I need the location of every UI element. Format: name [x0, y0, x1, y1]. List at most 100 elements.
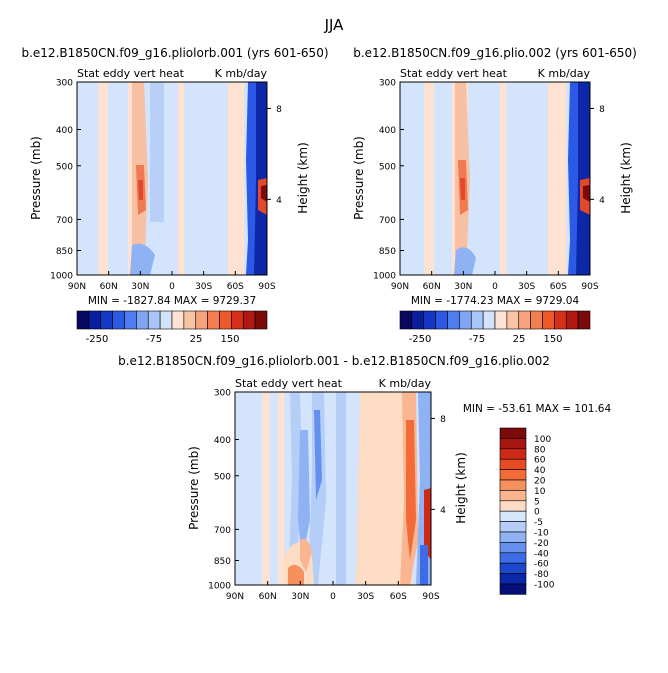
panel-a-x-tick-label: 90N [68, 282, 86, 292]
panel-c-colorbar-swatch [499, 573, 527, 585]
panel-b-y-tick-label: 700 [379, 216, 396, 226]
panel-b-y-right-tick-label: 4 [599, 196, 605, 206]
panel-b-contour [424, 82, 434, 275]
panel-b-x-tick-label: 30S [518, 282, 535, 292]
panel-b-y-tick-label: 1000 [373, 272, 396, 282]
panel-c-y-tick-label: 500 [214, 472, 231, 482]
panel-c-contour [314, 410, 322, 500]
panel-b-x-tick-label: 90N [391, 282, 409, 292]
panel-a-y-right-tick-label: 4 [276, 196, 282, 206]
panel-b-ylabel: Pressure (mb) [352, 136, 366, 220]
panel-c-colorbar-swatch [499, 458, 527, 470]
panel-a-contour [98, 82, 108, 275]
panel-a-colorbar-swatch [195, 310, 208, 330]
panel-c-contour [420, 545, 428, 585]
panel-b-colorbar-swatch [542, 310, 555, 330]
panel-b-colorbar-swatch [447, 310, 460, 330]
panel-b-colorbar-tick: -75 [469, 334, 485, 345]
panel-c-colorbar-swatch [499, 531, 527, 543]
panel-b-contour [583, 185, 590, 202]
panel-c-ylabel-right: Height (km) [454, 452, 468, 523]
panel-c-x-tick-label: 60N [259, 592, 277, 602]
panel-c-colorbar-swatch [499, 542, 527, 554]
panel-b-colorbar-swatch [411, 310, 425, 330]
panel-a-y-tick-label: 1000 [50, 272, 73, 282]
panel-b-contour [576, 82, 590, 275]
panel-a-colorbar-swatch [207, 310, 220, 330]
panel-b-colorbar-swatch [554, 310, 567, 330]
panel-c-colorbar-swatch [499, 583, 527, 595]
panel-b-colorbar-swatch [459, 310, 472, 330]
panel-c-contour [336, 392, 346, 585]
panel-c-colorbar-label: -40 [534, 549, 549, 559]
panel-c: b.e12.B1850CN.f09_g16.pliolorb.001 - b.e… [118, 354, 612, 595]
panel-c-colorbar-label: 0 [534, 508, 540, 518]
panel-b-colorbar-swatch [423, 310, 436, 330]
panel-b-colorbar-tick: -250 [409, 334, 432, 345]
panel-c-colorbar-swatch [499, 552, 527, 564]
panel-c-colorbar-swatch [499, 438, 527, 450]
panel-b-subtitle-right: K mb/day [538, 67, 591, 80]
panel-a-colorbar [76, 310, 268, 330]
panel-a-colorbar-tick: 25 [190, 334, 203, 345]
panel-c-contour [278, 392, 284, 585]
panel-c-axes: 90N 60N 30N 0 30S 60S 90S 300 400 500 700 850 1000 8 4 [208, 389, 446, 603]
panel-a-plot-area [77, 82, 267, 275]
panel-b-colorbar [399, 310, 591, 330]
panel-a-colorbar-swatch [231, 310, 244, 330]
panel-c-colorbar-swatch [499, 427, 527, 439]
panel-c-x-tick-label: 90N [226, 592, 244, 602]
panel-c-colorbar-swatch [499, 469, 527, 481]
panel-c-colorbar-label: -5 [534, 518, 543, 528]
panel-b-colorbar-swatch [565, 310, 579, 330]
panel-c-x-tick-label: 0 [330, 592, 336, 602]
panel-b-colorbar-swatch [399, 310, 413, 330]
panel-a-colorbar-swatch [242, 310, 256, 330]
panel-c-contour [406, 420, 416, 560]
panel-a-colorbar-swatch [76, 310, 90, 330]
panel-c-colorbar-label: -10 [534, 529, 549, 539]
panel-c-y-tick-label: 400 [214, 436, 231, 446]
panel-a-x-tick-label: 60S [227, 282, 244, 292]
panel-a-contour [261, 185, 267, 202]
panel-c-colorbar-swatch [499, 448, 527, 460]
panel-b-colorbar-swatch [577, 310, 591, 330]
panel-c-colorbar-label: -60 [534, 560, 549, 570]
panel-a-colorbar-swatch [124, 310, 137, 330]
panel-a-contour [178, 82, 184, 275]
panel-c-colorbar-swatch [499, 521, 527, 533]
panel-c-colorbar-swatch [499, 479, 527, 491]
panel-a-axes: 90N 60N 30N 0 30S 60S 90S 300 400 500 700 850 1000 8 4 [50, 79, 282, 293]
panel-a-contour [228, 82, 244, 275]
panel-c-y-tick-label: 850 [214, 557, 231, 567]
panel-a-y-right-tick-label: 8 [276, 105, 282, 115]
panel-a-title: b.e12.B1850CN.f09_g16.pliolorb.001 (yrs … [21, 46, 328, 60]
panel-c-colorbar-swatch [499, 510, 527, 522]
panel-c-colorbar-label: 20 [534, 477, 546, 487]
panel-b-x-tick-label: 30N [454, 282, 472, 292]
panel-b: b.e12.B1850CN.f09_g16.plio.002 (yrs 601-… [352, 46, 637, 345]
panel-c-min-max: MIN = -53.61 MAX = 101.64 [463, 403, 612, 415]
panel-c-subtitle-right: K mb/day [379, 377, 432, 390]
panel-b-colorbar-swatch [530, 310, 543, 330]
panel-a-ylabel: Pressure (mb) [29, 136, 43, 220]
panel-a-colorbar-tick: 150 [220, 334, 239, 345]
panel-c-colorbar-label: 100 [534, 435, 551, 445]
panel-c-x-tick-label: 30S [357, 592, 374, 602]
panel-a-x-tick-label: 30N [131, 282, 149, 292]
panel-a-colorbar-tick: -250 [86, 334, 109, 345]
panel-a-colorbar-swatch [183, 310, 197, 330]
panel-a-contour [254, 82, 267, 275]
panel-b-ylabel-right: Height (km) [619, 142, 633, 213]
panel-c-colorbar-label: 60 [534, 456, 546, 466]
panel-a-x-tick-label: 90S [258, 282, 275, 292]
panel-a-colorbar-swatch [88, 310, 102, 330]
panel-c-contour [300, 538, 312, 572]
panel-a-y-tick-label: 500 [56, 162, 73, 172]
panel-a-contour [150, 82, 164, 222]
panel-c-contour [262, 392, 270, 585]
panel-c-ylabel: Pressure (mb) [187, 446, 201, 530]
